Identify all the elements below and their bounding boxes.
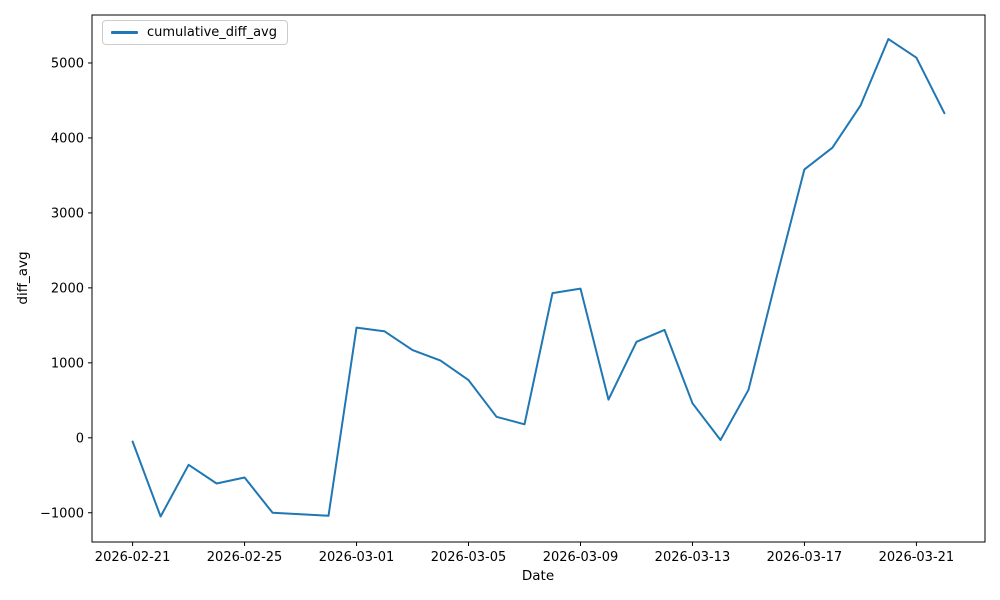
x-tick-label: 2026-02-25 [207, 550, 283, 565]
y-tick-label: 2000 [51, 281, 84, 296]
data-series [131, 38, 946, 518]
legend-line-swatch [111, 31, 138, 34]
series-line-cumulative_diff_avg [131, 38, 946, 518]
y-tick-label: −1000 [40, 506, 84, 521]
axis-ticks: −1000 0 1000 2000 3000 4000 5000 2026-02-21 2026… [40, 56, 954, 565]
x-tick-label: 2026-03-05 [431, 550, 507, 565]
legend: cumulative_diff_avg [102, 20, 288, 45]
x-tick-label: 2026-02-21 [95, 550, 171, 565]
x-tick-label: 2026-03-17 [767, 550, 843, 565]
x-tick-label: 2026-03-21 [879, 550, 955, 565]
x-axis-label: Date [522, 568, 554, 584]
x-tick-label: 2026-03-13 [655, 550, 731, 565]
x-tick-label: 2026-03-01 [319, 550, 395, 565]
y-tick-label: 4000 [51, 131, 84, 146]
axes-frame [91, 14, 986, 543]
y-axis-label: diff_avg [15, 251, 31, 304]
y-tick-label: 3000 [51, 206, 84, 221]
y-tick-label: 5000 [51, 56, 84, 71]
legend-label: cumulative_diff_avg [147, 25, 277, 40]
x-tick-label: 2026-03-09 [543, 550, 619, 565]
y-tick-label: 0 [76, 431, 84, 446]
y-tick-label: 1000 [51, 356, 84, 371]
